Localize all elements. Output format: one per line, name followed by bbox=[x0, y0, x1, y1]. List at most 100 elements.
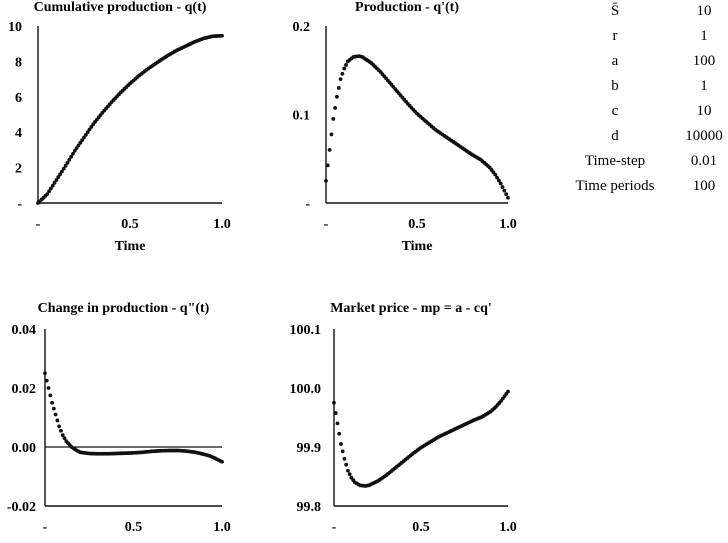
data-point bbox=[504, 192, 509, 197]
data-point bbox=[340, 449, 345, 454]
data-point bbox=[344, 462, 349, 467]
data-point bbox=[344, 63, 348, 67]
y-tick-label: 100.1 bbox=[290, 323, 322, 338]
y-tick-label: - bbox=[17, 197, 22, 212]
data-point bbox=[60, 169, 64, 174]
data-point bbox=[63, 163, 68, 168]
chart-production: Production - q'(t) - 0.1 0.2 - 0.5 1.0 Time bbox=[293, 0, 517, 254]
data-point bbox=[59, 428, 63, 433]
data-point bbox=[333, 105, 337, 110]
x-tick-label: 1.0 bbox=[213, 520, 231, 535]
data-point bbox=[338, 77, 343, 81]
parameter-value: 10 bbox=[697, 3, 712, 19]
data-point bbox=[43, 371, 47, 376]
data-point bbox=[335, 421, 340, 426]
x-axis-label: Time bbox=[115, 239, 146, 254]
data-point bbox=[347, 472, 352, 477]
data-point bbox=[331, 117, 336, 121]
data-point bbox=[342, 456, 347, 461]
y-tick-label: 0.02 bbox=[12, 382, 37, 397]
data-point bbox=[50, 400, 54, 405]
data-point bbox=[57, 424, 62, 429]
chart-title: Production - q'(t) bbox=[355, 0, 459, 15]
data-point bbox=[497, 178, 501, 183]
data-point bbox=[61, 166, 66, 171]
data-point bbox=[62, 436, 67, 441]
y-tick-label: 4 bbox=[15, 126, 22, 141]
data-point bbox=[329, 132, 334, 137]
data-point bbox=[67, 157, 72, 162]
x-tick-label: - bbox=[43, 520, 48, 535]
y-tick-label: 0.2 bbox=[293, 20, 311, 35]
data-point bbox=[333, 411, 338, 415]
x-tick-label: 0.5 bbox=[408, 217, 426, 232]
chart-title: Market price - mp = a - cq' bbox=[330, 301, 492, 316]
parameter-name: a bbox=[612, 53, 619, 69]
data-point bbox=[65, 160, 70, 165]
series-points bbox=[43, 371, 224, 464]
data-point bbox=[74, 146, 79, 151]
chart-title: Cumulative production - q(t) bbox=[34, 0, 207, 15]
data-point bbox=[89, 124, 94, 129]
y-tick-label: 8 bbox=[15, 55, 22, 70]
data-point bbox=[506, 389, 510, 394]
data-point bbox=[76, 143, 81, 148]
y-tick-label: 99.9 bbox=[297, 441, 322, 456]
series-points bbox=[324, 54, 510, 200]
x-tick-label: 1.0 bbox=[499, 520, 517, 535]
x-tick-label: 1.0 bbox=[499, 217, 517, 232]
parameter-value: 1 bbox=[700, 28, 708, 44]
parameter-value: 100 bbox=[693, 178, 716, 194]
data-point bbox=[87, 127, 92, 132]
data-point bbox=[82, 135, 86, 140]
parameter-value: 1 bbox=[700, 78, 708, 94]
y-tick-label: 0.1 bbox=[293, 109, 311, 124]
x-tick-label: 1.0 bbox=[213, 217, 231, 232]
parameter-value: 0.01 bbox=[691, 153, 717, 169]
data-point bbox=[337, 431, 342, 436]
y-tick-label: 0.04 bbox=[12, 323, 37, 338]
data-point bbox=[327, 148, 332, 152]
y-tick-label: 100.0 bbox=[290, 382, 322, 397]
data-point bbox=[48, 186, 53, 191]
data-point bbox=[78, 140, 83, 145]
series-points bbox=[36, 33, 224, 205]
data-point bbox=[47, 189, 51, 194]
data-point bbox=[324, 178, 328, 183]
y-tick-label: 10 bbox=[8, 20, 22, 35]
chart-cumulative-production: Cumulative production - q(t) - 2 4 6 8 10 - 0.5 1… bbox=[8, 0, 231, 254]
data-point bbox=[71, 151, 75, 156]
data-point bbox=[69, 154, 74, 159]
data-point bbox=[54, 178, 59, 182]
y-tick-label: 6 bbox=[15, 91, 22, 106]
data-point bbox=[48, 393, 53, 398]
y-tick-label: 2 bbox=[15, 162, 22, 177]
parameter-name: Time periods bbox=[575, 178, 654, 194]
data-point bbox=[52, 180, 57, 185]
parameter-name: r bbox=[613, 28, 618, 44]
data-point bbox=[325, 163, 330, 168]
data-point bbox=[58, 172, 62, 177]
data-point bbox=[53, 412, 58, 417]
data-point bbox=[506, 195, 510, 200]
parameter-name: b bbox=[611, 78, 619, 94]
y-tick-label: - bbox=[305, 197, 310, 212]
parameter-name: Time-step bbox=[585, 153, 645, 169]
data-point bbox=[498, 181, 503, 186]
data-point bbox=[502, 188, 507, 193]
parameter-value: 10000 bbox=[685, 128, 723, 144]
x-tick-label: - bbox=[324, 217, 329, 232]
x-tick-label: 0.5 bbox=[125, 520, 143, 535]
y-tick-label: -0.02 bbox=[7, 500, 36, 515]
x-tick-label: 0.5 bbox=[412, 520, 430, 535]
data-point bbox=[83, 132, 88, 137]
data-point bbox=[335, 94, 339, 99]
data-point bbox=[342, 66, 347, 71]
data-point bbox=[495, 175, 499, 180]
data-point bbox=[336, 86, 341, 90]
x-tick-label: - bbox=[36, 217, 41, 232]
parameter-name: S̄ bbox=[611, 3, 619, 19]
chart-change-in-production: Change in production - q"(t)-0.020.000.0… bbox=[7, 301, 231, 543]
chart-market-price: Market price - mp = a - cq' 99.8 99.9 100.0… bbox=[290, 301, 517, 543]
